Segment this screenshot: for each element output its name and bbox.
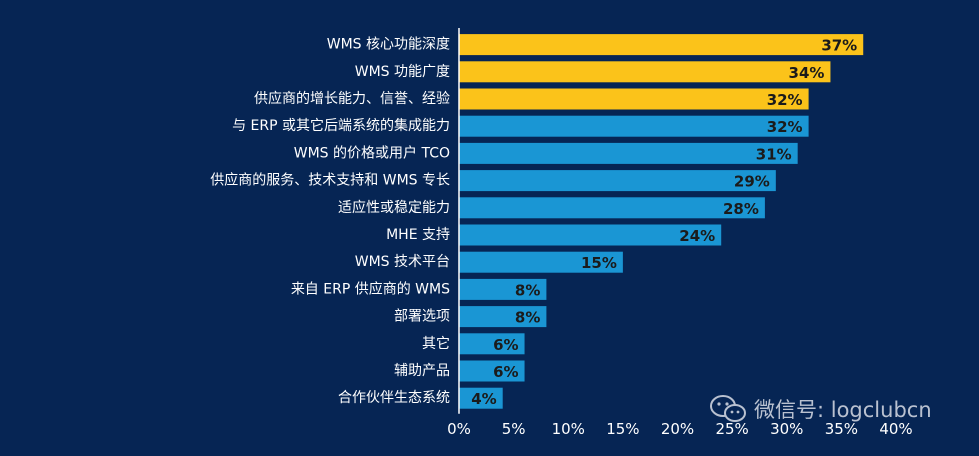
bar-13	[459, 360, 525, 382]
wechat-icon	[710, 395, 746, 422]
value-label: 6%	[493, 336, 518, 354]
x-tick-label: 15%	[606, 420, 639, 438]
watermark-text: 微信号: logclubcn	[754, 398, 932, 422]
category-label: 辅助产品	[394, 363, 450, 379]
bar-8	[459, 224, 722, 246]
watermark: 微信号: logclubcn	[708, 393, 932, 425]
bar-11	[459, 306, 547, 328]
category-label: 供应商的增长能力、信誉、经验	[254, 90, 450, 107]
bar-1	[459, 34, 864, 56]
x-tick-labels: 0% 5% 10% 15% 20% 25% 30% 35% 40%	[447, 420, 913, 438]
x-tick-label: 10%	[552, 420, 585, 438]
category-label: MHE 支持	[386, 227, 450, 243]
bar-10	[459, 278, 547, 300]
bar-9	[459, 251, 623, 273]
bar-12	[459, 333, 525, 355]
category-label: 来自 ERP 供应商的 WMS	[291, 280, 450, 297]
value-label: 29%	[734, 173, 770, 191]
bar-4	[459, 115, 809, 137]
value-label: 24%	[679, 227, 715, 245]
value-label: 32%	[767, 91, 803, 109]
category-label: 合作伙伴生态系统	[338, 390, 450, 406]
category-label: WMS 功能广度	[355, 64, 450, 80]
value-labels: 37% 34% 32% 32% 31% 29% 28% 24% 15% 8% 8% 6% 6% 4%	[471, 37, 857, 409]
value-label: 28%	[723, 200, 759, 218]
x-tick-label: 25%	[715, 420, 748, 438]
value-label: 6%	[493, 363, 518, 381]
value-label: 31%	[756, 145, 792, 163]
value-label: 37%	[821, 37, 857, 55]
category-label: 与 ERP 或其它后端系统的集成能力	[232, 117, 450, 134]
value-label: 8%	[515, 309, 540, 327]
bars-group	[459, 34, 864, 409]
category-label: WMS 核心功能深度	[327, 37, 450, 53]
category-label: WMS 技术平台	[355, 254, 450, 270]
value-label: 32%	[767, 118, 803, 136]
bar-7	[459, 197, 765, 219]
category-label: WMS 的价格或用户 TCO	[294, 144, 450, 161]
bar-2	[459, 61, 831, 83]
x-tick-label: 5%	[502, 420, 526, 438]
bar-3	[459, 88, 809, 110]
bar-14	[459, 387, 503, 409]
x-tick-label: 0%	[447, 420, 471, 438]
x-tick-label: 35%	[825, 420, 858, 438]
x-tick-label: 40%	[879, 420, 912, 438]
category-label: 适应性或稳定能力	[338, 199, 450, 216]
bar-6	[459, 170, 776, 192]
category-label: 供应商的服务、技术支持和 WMS 专长	[210, 172, 450, 189]
value-label: 8%	[515, 281, 540, 299]
category-label: 部署选项	[394, 309, 450, 325]
bar-5	[459, 142, 798, 164]
x-tick-label: 20%	[661, 420, 694, 438]
value-label: 15%	[581, 254, 617, 272]
value-label: 4%	[471, 390, 496, 408]
x-tick-label: 30%	[770, 420, 803, 438]
category-label: 其它	[422, 335, 450, 352]
value-label: 34%	[789, 64, 825, 82]
